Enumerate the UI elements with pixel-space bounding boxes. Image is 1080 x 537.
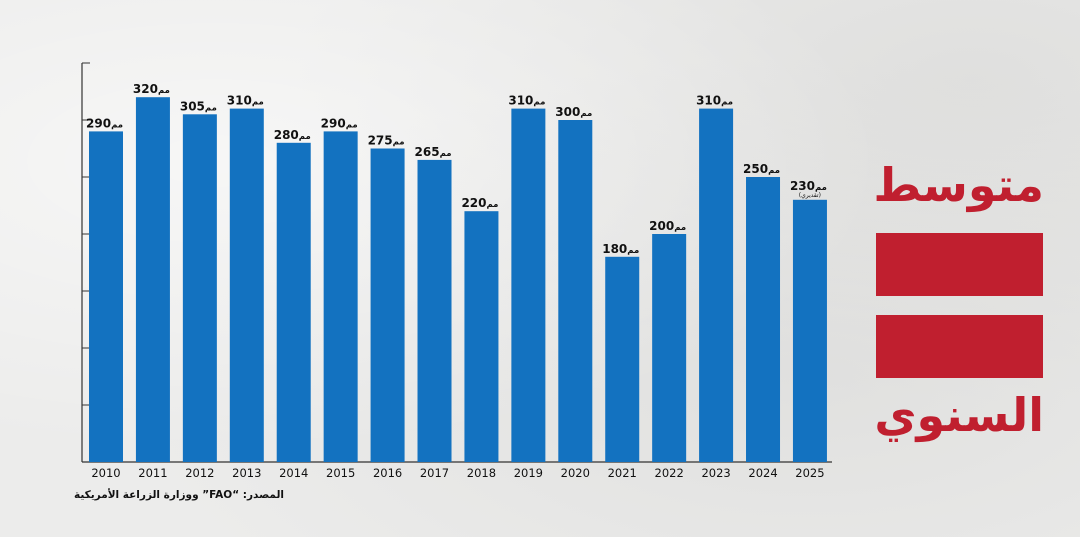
- bar-2013: [229, 108, 264, 462]
- x-tick-label-2011: 2011: [138, 466, 167, 480]
- x-tick-label-2018: 2018: [467, 466, 496, 480]
- bar-2014: [276, 142, 311, 463]
- value-label-2020: مم300: [555, 105, 592, 119]
- x-tick-label-2021: 2021: [608, 466, 637, 480]
- value-label-2018: مم220: [461, 196, 498, 210]
- x-tick-label-2010: 2010: [91, 466, 120, 480]
- bar-2021: [605, 256, 640, 462]
- value-label-2013: مم310: [227, 94, 264, 108]
- value-label-2023: مم310: [696, 94, 733, 108]
- value-label-2022: مم200: [649, 219, 686, 233]
- x-tick-label-2015: 2015: [326, 466, 355, 480]
- bar-2011: [135, 97, 170, 462]
- title-red-block-top: [876, 233, 1043, 296]
- chart-value-labels: مم290 مم320 مم305 مم310 مم280 مم290 مم275 مم265…: [86, 82, 827, 256]
- source-note: المصدر: “FAO” ووزارة الزراعة الأمريكية: [73, 489, 284, 501]
- title-line-2: السنوي: [874, 388, 1044, 442]
- value-label-2015: مم290: [321, 116, 358, 130]
- bar-2017: [417, 159, 452, 462]
- value-label-2016: مم275: [368, 134, 405, 148]
- x-tick-label-2016: 2016: [373, 466, 402, 480]
- bar-2019: [511, 108, 546, 462]
- bar-2022: [652, 234, 687, 462]
- bar-2015: [323, 131, 358, 462]
- x-tick-label-2012: 2012: [185, 466, 214, 480]
- value-label-2011: مم320: [133, 82, 170, 96]
- value-label-2025: مم230: [790, 179, 827, 193]
- bar-2020: [558, 120, 593, 462]
- x-tick-label-2014: 2014: [279, 466, 308, 480]
- x-tick-label-2017: 2017: [420, 466, 449, 480]
- x-tick-label-2024: 2024: [748, 466, 777, 480]
- value-label-2012: مم305: [180, 99, 217, 113]
- chart-bars: [89, 97, 827, 463]
- value-note-2025: (تقديري): [799, 192, 821, 199]
- x-tick-label-2023: 2023: [701, 466, 730, 480]
- x-tick-label-2013: 2013: [232, 466, 261, 480]
- bar-2023: [699, 108, 734, 462]
- bar-2025: [792, 199, 827, 463]
- value-label-2014: مم280: [274, 128, 311, 142]
- bar-2018: [464, 211, 499, 462]
- bar-2012: [182, 114, 217, 463]
- value-label-2017: مم265: [415, 145, 452, 159]
- x-tick-label-2020: 2020: [561, 466, 590, 480]
- bar-2024: [746, 177, 781, 462]
- value-label-2021: مم180: [602, 242, 639, 256]
- x-tick-label-2022: 2022: [655, 466, 684, 480]
- bar-2010: [89, 131, 123, 462]
- bar-2016: [370, 148, 405, 462]
- x-tick-label-2019: 2019: [514, 466, 543, 480]
- title-red-block-bottom: [876, 315, 1043, 378]
- value-label-2024: مم250: [743, 162, 780, 176]
- value-label-2019: مم310: [508, 94, 545, 108]
- chart-x-ticks: 2010 2011 2012 2013 2014 2015 2016 2017 2018 2019…: [91, 466, 824, 480]
- x-tick-label-2025: 2025: [795, 466, 824, 480]
- value-label-2010: مم290: [86, 116, 123, 130]
- title-line-1: متوسط: [873, 158, 1044, 212]
